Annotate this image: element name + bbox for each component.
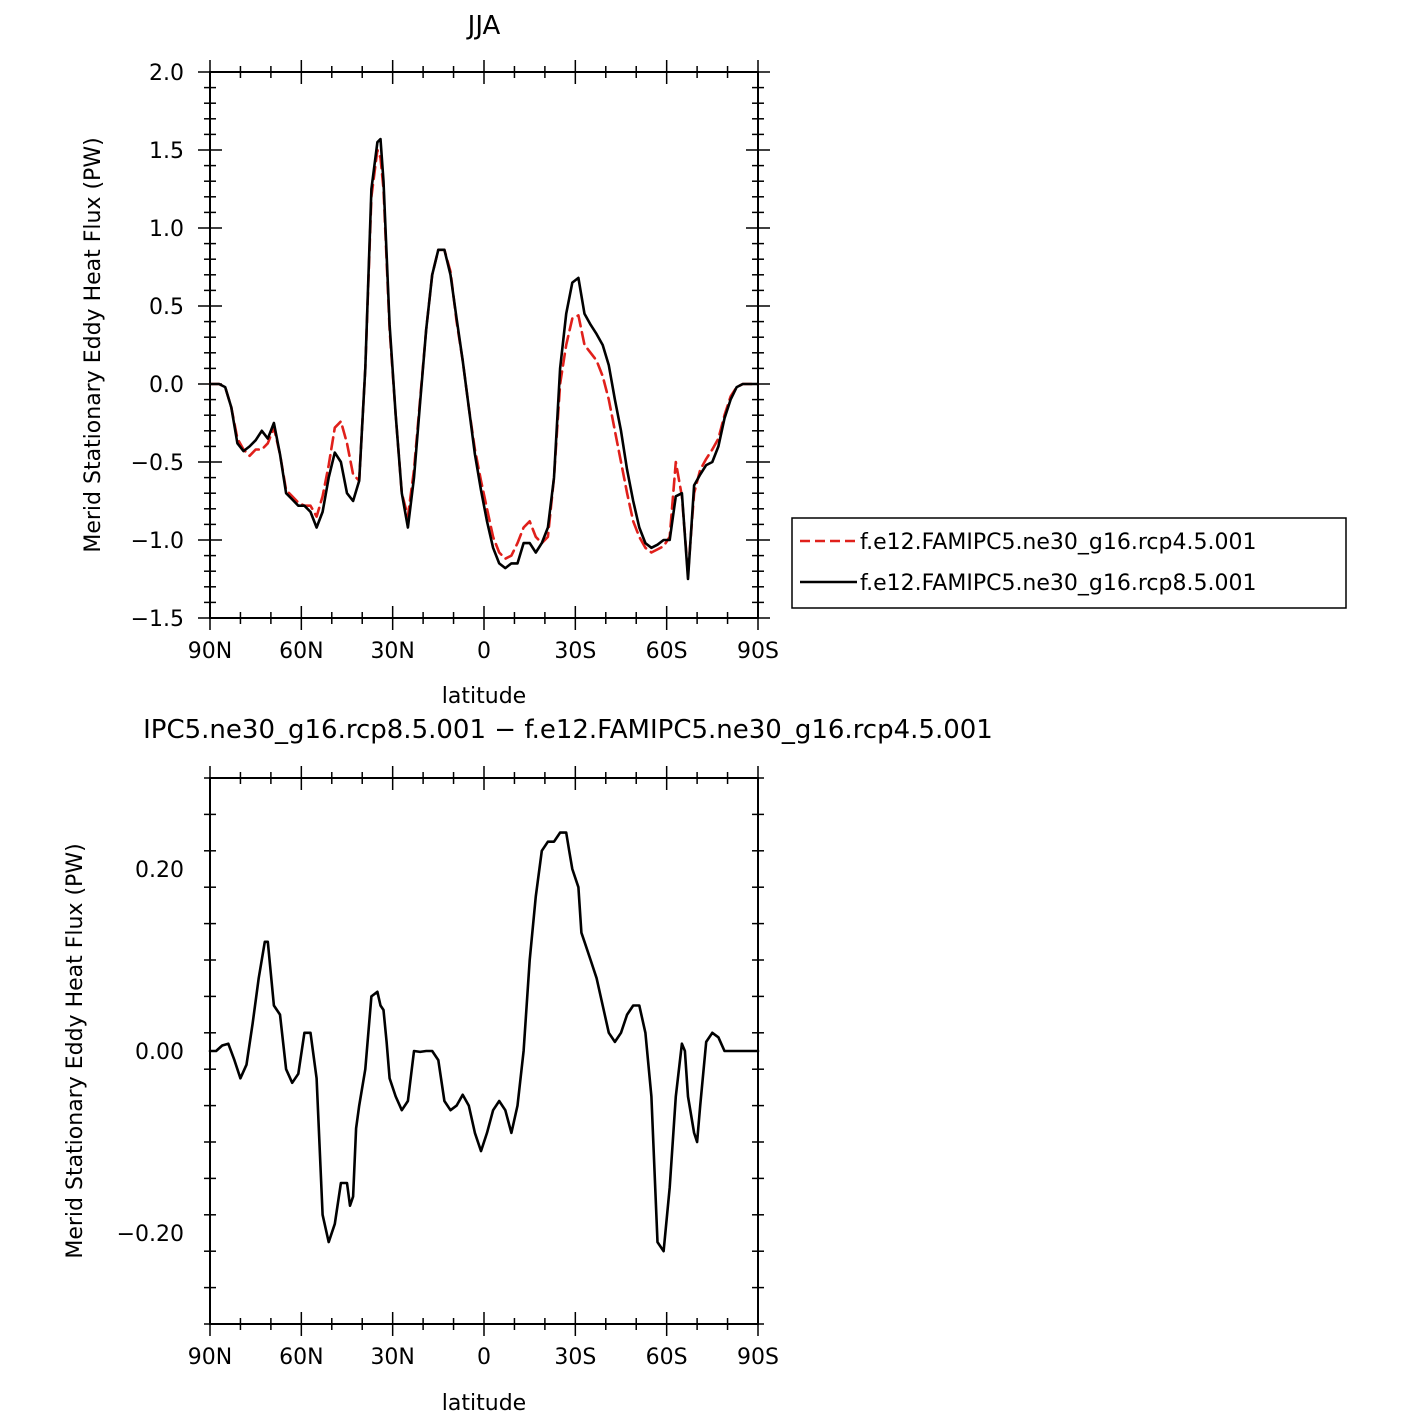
top-xtick-label: 30N <box>370 639 414 664</box>
bottom-panel: IPC5.ne30_g16.rcp8.5.001 − f.e12.FAMIPC5… <box>63 715 993 1416</box>
top-ytick-label: 0.5 <box>149 295 184 320</box>
top-xtick-label: 90S <box>737 639 779 664</box>
bottom-xtick-label: 60S <box>646 1345 688 1370</box>
top-ytick-label: 1.0 <box>149 217 184 242</box>
legend-label-rcp45: f.e12.FAMIPC5.ne30_g16.rcp4.5.001 <box>860 530 1256 555</box>
top-title: JJA <box>466 11 501 41</box>
bottom-xtick-label: 90N <box>188 1345 232 1370</box>
bottom-xtick-label: 90S <box>737 1345 779 1370</box>
top-ylabel: Merid Stationary Eddy Heat Flux (PW) <box>81 137 106 552</box>
top-xtick-label: 60S <box>646 639 688 664</box>
bottom-ytick-label: 0.00 <box>135 1040 184 1065</box>
top-xtick-label: 60N <box>279 639 323 664</box>
legend: f.e12.FAMIPC5.ne30_g16.rcp4.5.001 f.e12.… <box>791 517 1347 609</box>
top-ticks <box>198 60 770 630</box>
top-plot-frame <box>209 71 759 619</box>
top-series-line-1 <box>208 137 760 581</box>
top-xtick-label: 90N <box>188 639 232 664</box>
bottom-xlabel: latitude <box>442 1391 526 1416</box>
top-tick-labels: 90N 60N 30N 0 30S 60S 90S −1.5 −1.0 −0.5 0.0 0.5 1.0… <box>131 61 779 664</box>
top-xlabel: latitude <box>442 684 526 709</box>
top-xtick-label: 0 <box>477 639 491 664</box>
bottom-xtick-label: 30N <box>370 1345 414 1370</box>
bottom-xtick-label: 60N <box>279 1345 323 1370</box>
bottom-title: IPC5.ne30_g16.rcp8.5.001 − f.e12.FAMIPC5… <box>143 715 993 745</box>
bottom-series-group <box>208 831 760 1253</box>
bottom-ytick-label: −0.20 <box>117 1222 184 1247</box>
bottom-ylabel: Merid Stationary Eddy Heat Flux (PW) <box>63 843 88 1258</box>
bottom-series-line-0 <box>208 831 760 1253</box>
bottom-xtick-label: 0 <box>477 1345 491 1370</box>
top-ytick-label: 2.0 <box>149 61 184 86</box>
top-series-group <box>208 137 760 581</box>
bottom-xtick-label: 30S <box>554 1345 596 1370</box>
legend-box <box>791 517 1347 609</box>
top-ytick-label: −1.5 <box>131 607 184 632</box>
top-ytick-label: −1.0 <box>131 529 184 554</box>
top-ytick-label: −0.5 <box>131 451 184 476</box>
bottom-plot-frame <box>209 777 759 1325</box>
top-ytick-label: 1.5 <box>149 139 184 164</box>
legend-label-rcp85: f.e12.FAMIPC5.ne30_g16.rcp8.5.001 <box>860 571 1256 596</box>
top-panel: JJA 90N 60N 30N 0 30S 60S 90S −1.5 −1.0 −0.5 0.0 0.… <box>81 11 1347 709</box>
bottom-tick-labels: 90N 60N 30N 0 30S 60S 90S −0.20 0.00 0.20 <box>117 858 779 1370</box>
bottom-ytick-label: 0.20 <box>135 858 184 883</box>
top-xtick-label: 30S <box>554 639 596 664</box>
top-ytick-label: 0.0 <box>149 373 184 398</box>
